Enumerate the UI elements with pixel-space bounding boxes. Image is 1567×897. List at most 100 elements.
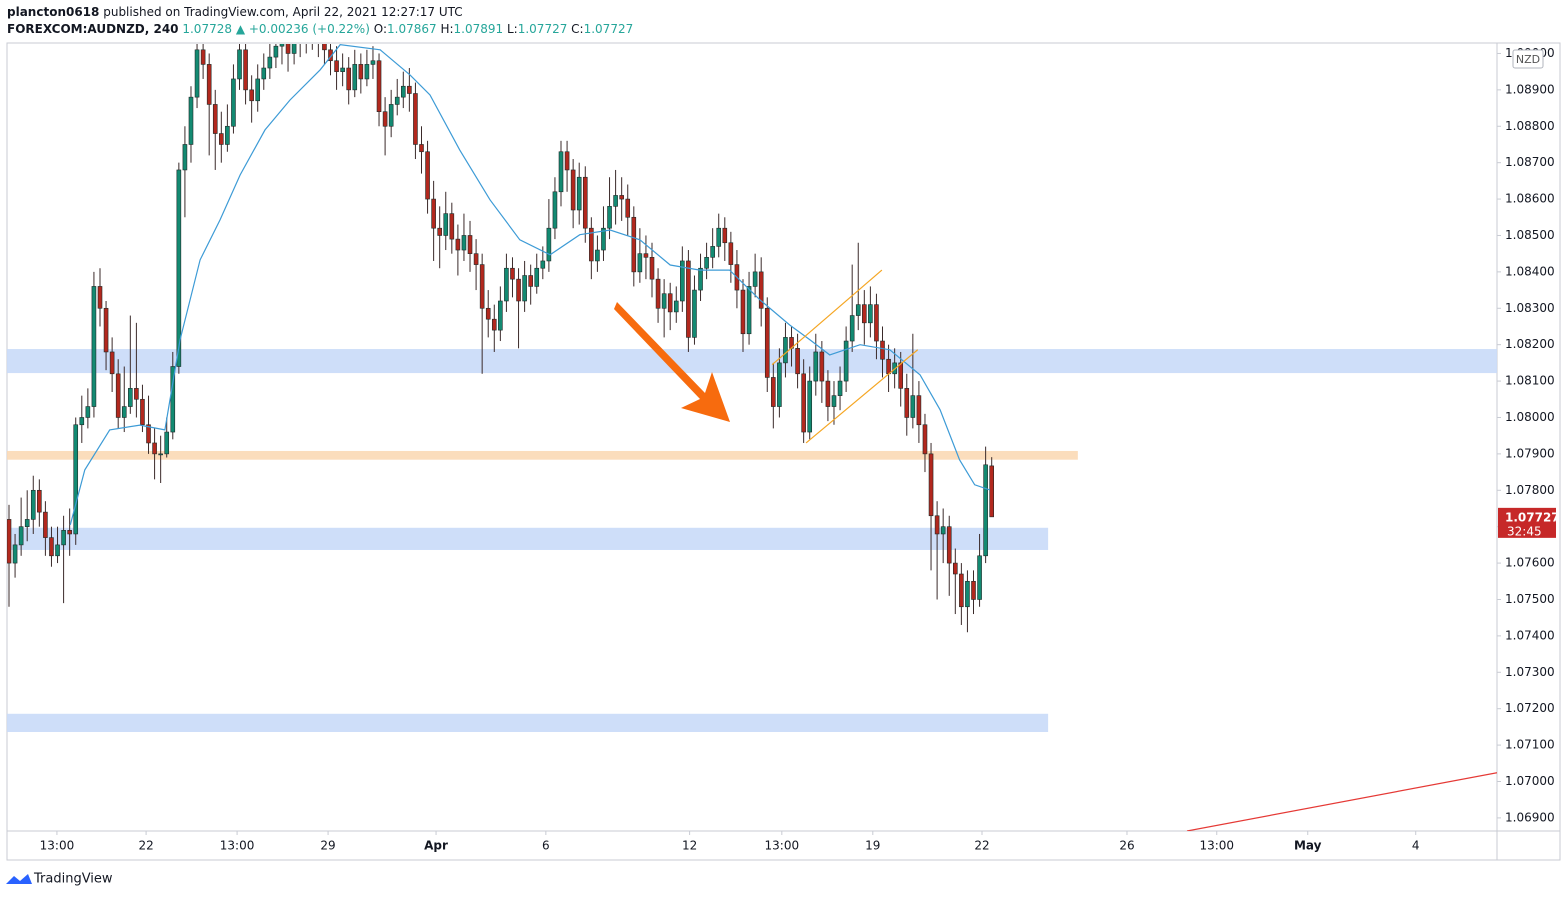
- candle-body: [710, 246, 715, 258]
- candle-body: [601, 227, 606, 251]
- candle-body: [382, 111, 388, 127]
- x-tick-label: 12: [682, 839, 697, 853]
- candle-body: [170, 366, 176, 433]
- candle-body: [874, 304, 879, 342]
- candle-body: [728, 242, 734, 265]
- candle-body: [613, 195, 618, 207]
- candle-body: [109, 351, 115, 375]
- candle-body: [103, 307, 109, 353]
- header-line-2: FOREXCOM:AUDNZD, 240 1.07728 ▲ +0.00236 …: [7, 21, 633, 38]
- candle-body: [934, 515, 940, 535]
- candle-body: [746, 286, 752, 335]
- candle-body: [164, 431, 170, 455]
- candle-body: [783, 337, 788, 364]
- candle-body: [176, 169, 182, 367]
- candle-body: [716, 227, 722, 247]
- candle-body: [855, 304, 861, 316]
- candle-body: [825, 380, 831, 407]
- ohlc-label: H:: [440, 22, 454, 36]
- candle-body: [637, 253, 643, 273]
- candle-body: [30, 489, 36, 520]
- price-label-box: [1498, 507, 1556, 538]
- symbol: FOREXCOM:AUDNZD, 240: [7, 22, 179, 36]
- candle-body: [413, 93, 418, 145]
- candle-body: [322, 44, 327, 51]
- candle-body: [219, 133, 224, 145]
- candle-body: [764, 307, 770, 378]
- candle-body: [680, 260, 685, 302]
- candle-body: [540, 260, 546, 269]
- candle-body: [146, 424, 151, 444]
- candle-body: [425, 151, 430, 200]
- candle-body: [407, 85, 412, 94]
- candle-body: [376, 60, 382, 113]
- candle-body: [922, 424, 928, 455]
- price-label: 1.07727: [1505, 510, 1560, 524]
- candle-body: [837, 380, 843, 396]
- candle-body: [898, 362, 904, 389]
- candle-body: [158, 453, 163, 456]
- candle-body: [370, 60, 376, 65]
- y-tick-label: 1.07500: [1505, 592, 1555, 606]
- y-tick-label: 1.08900: [1505, 82, 1555, 96]
- candle-body: [455, 238, 461, 251]
- candle-body: [740, 289, 746, 335]
- candle-body: [910, 395, 916, 418]
- brand: TradingView: [33, 872, 113, 887]
- candle-body: [582, 176, 588, 229]
- candle-body: [225, 125, 230, 145]
- candle-body: [206, 64, 212, 105]
- candle-body: [498, 300, 503, 331]
- candle-body: [595, 249, 600, 262]
- last: 1.07728: [182, 22, 232, 36]
- y-tick-label: 1.07000: [1505, 774, 1555, 788]
- candle-body: [140, 398, 145, 426]
- y-tick-label: 1.07200: [1505, 701, 1555, 715]
- candle-body: [231, 78, 236, 127]
- currency-badge: [1512, 49, 1544, 69]
- candle-body: [443, 213, 449, 236]
- zone: [7, 527, 1049, 550]
- y-tick-label: 1.07300: [1505, 665, 1555, 679]
- candle-body: [400, 85, 406, 98]
- y-tick-label: 1.07100: [1505, 738, 1555, 752]
- candle-body: [868, 304, 873, 324]
- y-tick-label: 1.08000: [1505, 410, 1555, 424]
- candle-body: [983, 464, 988, 557]
- candle-body: [394, 96, 400, 105]
- y-tick-label: 1.07800: [1505, 483, 1555, 497]
- x-tick-label: 22: [974, 839, 989, 853]
- candle-body: [128, 388, 133, 407]
- candle-body: [940, 526, 946, 535]
- candle-body: [388, 104, 394, 127]
- candle-body: [364, 64, 370, 80]
- candle-body: [479, 264, 485, 309]
- candle-body: [552, 191, 558, 229]
- candle-body: [504, 267, 509, 302]
- x-tick-label: 13:00: [765, 839, 800, 853]
- candle-body: [85, 406, 91, 418]
- candle-body: [194, 49, 200, 98]
- y-tick-label: 1.07600: [1505, 556, 1555, 570]
- candle-body: [200, 49, 206, 65]
- candle-body: [880, 340, 885, 360]
- candle-body: [18, 526, 24, 546]
- author: plancton0618: [7, 5, 100, 19]
- candle-body: [819, 351, 825, 382]
- candle-body: [795, 348, 800, 375]
- x-tick-label: 29: [320, 839, 335, 853]
- candle-body: [304, 35, 308, 42]
- candle-body: [916, 395, 922, 426]
- y-tick-label: 1.07400: [1505, 628, 1555, 642]
- candle-body: [291, 44, 297, 54]
- candle-body: [279, 44, 285, 47]
- y-tick-label: 1.08500: [1505, 228, 1555, 242]
- y-tick-label: 1.08800: [1505, 119, 1555, 133]
- candle-body: [667, 293, 673, 313]
- candle-body: [692, 289, 697, 338]
- candle-body: [558, 151, 564, 193]
- candle-body: [467, 235, 473, 254]
- candle-body: [49, 537, 54, 557]
- candle-body: [971, 580, 976, 600]
- candle-body: [686, 260, 691, 338]
